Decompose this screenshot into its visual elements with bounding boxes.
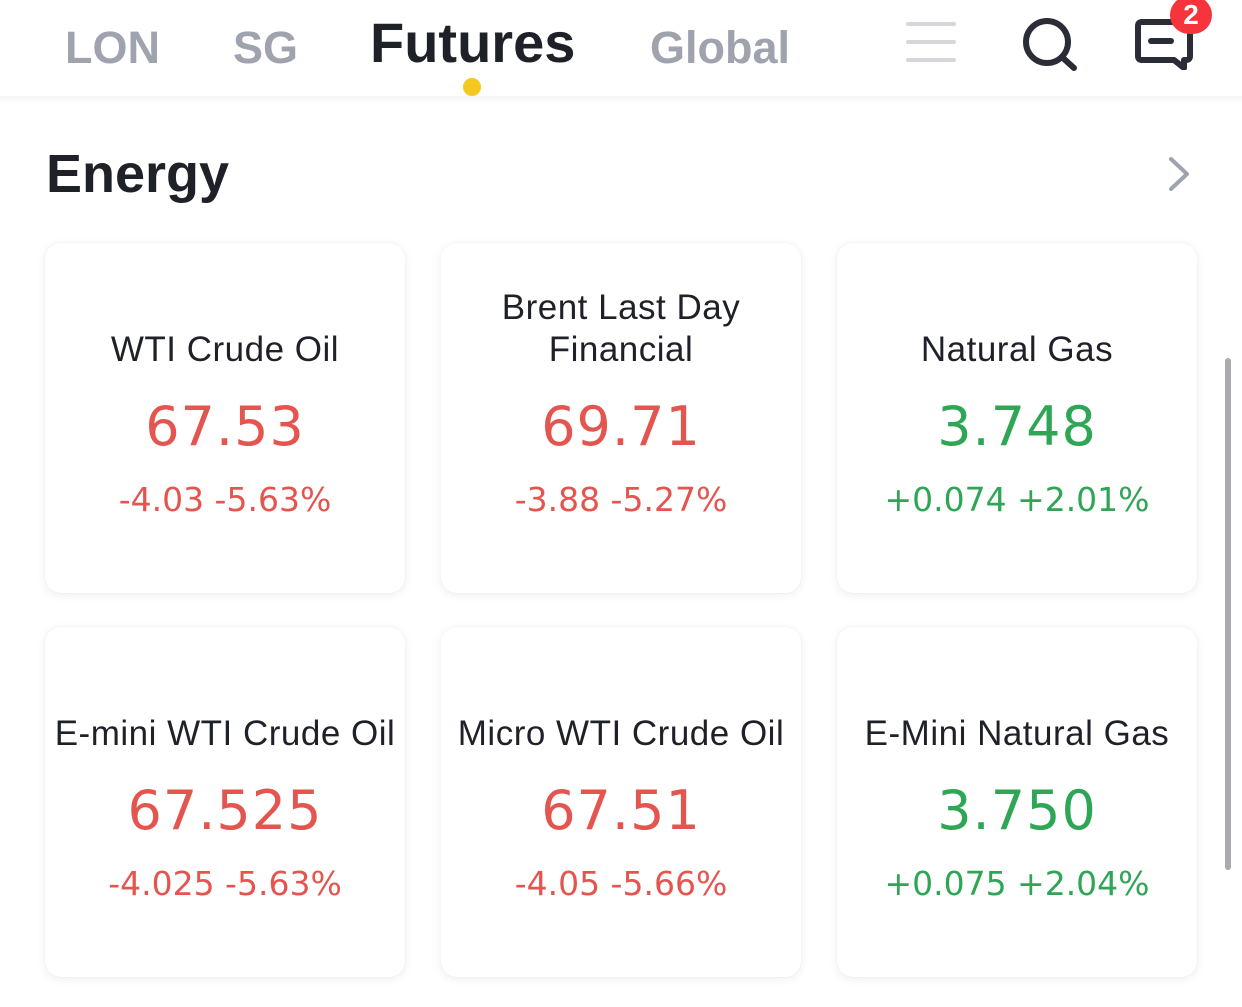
card-name: Natural Gas <box>920 330 1114 369</box>
menu-icon[interactable] <box>906 20 956 64</box>
chevron-right-icon[interactable] <box>1163 156 1193 192</box>
tab-sg[interactable]: SG <box>233 22 299 73</box>
card-change: +0.075 +2.04% <box>884 864 1150 903</box>
futures-card-wti-crude-oil[interactable]: WTI Crude Oil 67.53 -4.03 -5.63% <box>45 243 405 593</box>
notification-badge: 2 <box>1170 0 1212 34</box>
tab-global[interactable]: Global <box>650 22 791 73</box>
futures-card-emini-wti-crude-oil[interactable]: E-mini WTI Crude Oil 67.525 -4.025 -5.63… <box>45 627 405 977</box>
card-price: 67.51 <box>541 779 701 842</box>
card-name: WTI Crude Oil <box>110 330 340 369</box>
card-name: E-mini WTI Crude Oil <box>54 714 396 753</box>
card-name: Brent Last Day Financial <box>501 288 741 369</box>
futures-card-emini-natural-gas[interactable]: E-Mini Natural Gas 3.750 +0.075 +2.04% <box>837 627 1197 977</box>
card-price: 3.750 <box>937 779 1097 842</box>
card-name: E-Mini Natural Gas <box>864 714 1170 753</box>
section-title: Energy <box>46 144 230 204</box>
futures-card-natural-gas[interactable]: Natural Gas 3.748 +0.074 +2.01% <box>837 243 1197 593</box>
futures-card-brent-last-day-financial[interactable]: Brent Last Day Financial 69.71 -3.88 -5.… <box>441 243 801 593</box>
card-price: 69.71 <box>541 395 701 458</box>
tab-lon[interactable]: LON <box>65 22 160 73</box>
card-name: Micro WTI Crude Oil <box>457 714 785 753</box>
tab-futures[interactable]: Futures <box>370 11 576 74</box>
card-change: -4.05 -5.66% <box>514 864 728 903</box>
active-tab-indicator <box>463 78 481 96</box>
card-price: 67.525 <box>127 779 323 842</box>
vertical-scrollbar[interactable] <box>1225 358 1231 870</box>
card-change: -4.025 -5.63% <box>108 864 342 903</box>
futures-card-micro-wti-crude-oil[interactable]: Micro WTI Crude Oil 67.51 -4.05 -5.66% <box>441 627 801 977</box>
card-change: -4.03 -5.63% <box>118 480 332 519</box>
search-icon[interactable] <box>1020 16 1080 72</box>
card-change: +0.074 +2.01% <box>884 480 1150 519</box>
nav-divider <box>0 96 1242 104</box>
card-price: 3.748 <box>937 395 1097 458</box>
top-navigation: LON SG Futures Global 2 <box>0 0 1242 100</box>
card-price: 67.53 <box>145 395 305 458</box>
card-change: -3.88 -5.27% <box>514 480 728 519</box>
